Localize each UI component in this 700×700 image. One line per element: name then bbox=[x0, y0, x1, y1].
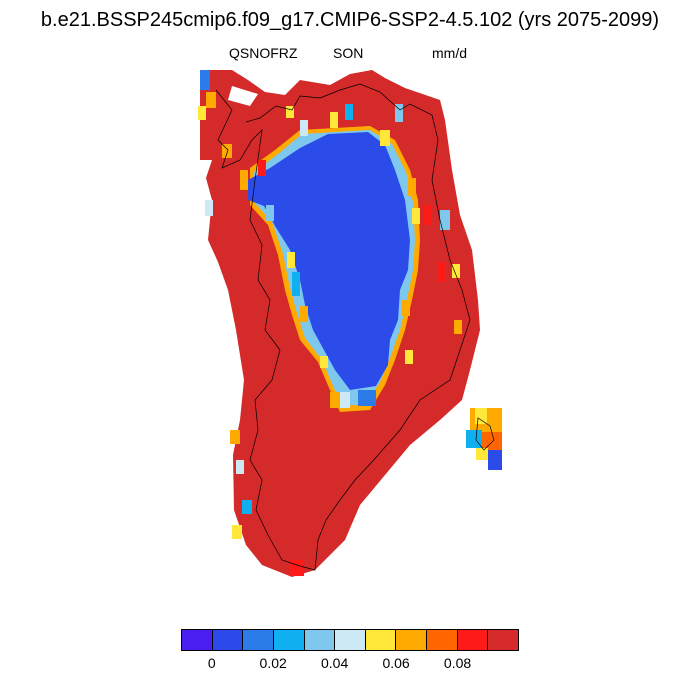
colorbar-tick-label: 0 bbox=[207, 655, 216, 671]
season-label: SON bbox=[333, 45, 364, 61]
colorbar-box bbox=[212, 630, 244, 650]
plot-title: b.e21.BSSP245cmip6.f09_g17.CMIP6-SSP2-4.… bbox=[40, 9, 660, 31]
colorbar-box bbox=[365, 630, 397, 650]
colorbar-box bbox=[396, 630, 428, 650]
speckles bbox=[198, 70, 462, 576]
colorbar-tick-label: 0.02 bbox=[259, 655, 287, 671]
interior-field bbox=[248, 132, 410, 390]
colorbar-box bbox=[182, 630, 213, 650]
colorbar-tick-label: 0.04 bbox=[321, 655, 349, 671]
colorbar-box bbox=[488, 630, 519, 650]
colorbar-box bbox=[304, 630, 336, 650]
variable-label: QSNOFRZ bbox=[229, 45, 298, 61]
colorbar-tick-label: 0.08 bbox=[443, 655, 472, 671]
island-fragment bbox=[466, 408, 502, 470]
colorbar-box bbox=[457, 630, 489, 650]
colorbar-tick-label: 0.06 bbox=[382, 655, 410, 671]
colorbar-box bbox=[243, 630, 274, 650]
coastline bbox=[215, 83, 471, 571]
units-label: mm/d bbox=[432, 45, 467, 61]
colorbar-box bbox=[335, 630, 366, 650]
colorbar bbox=[181, 629, 519, 651]
colorbar-box bbox=[427, 630, 458, 650]
colorbar-box bbox=[273, 630, 305, 650]
